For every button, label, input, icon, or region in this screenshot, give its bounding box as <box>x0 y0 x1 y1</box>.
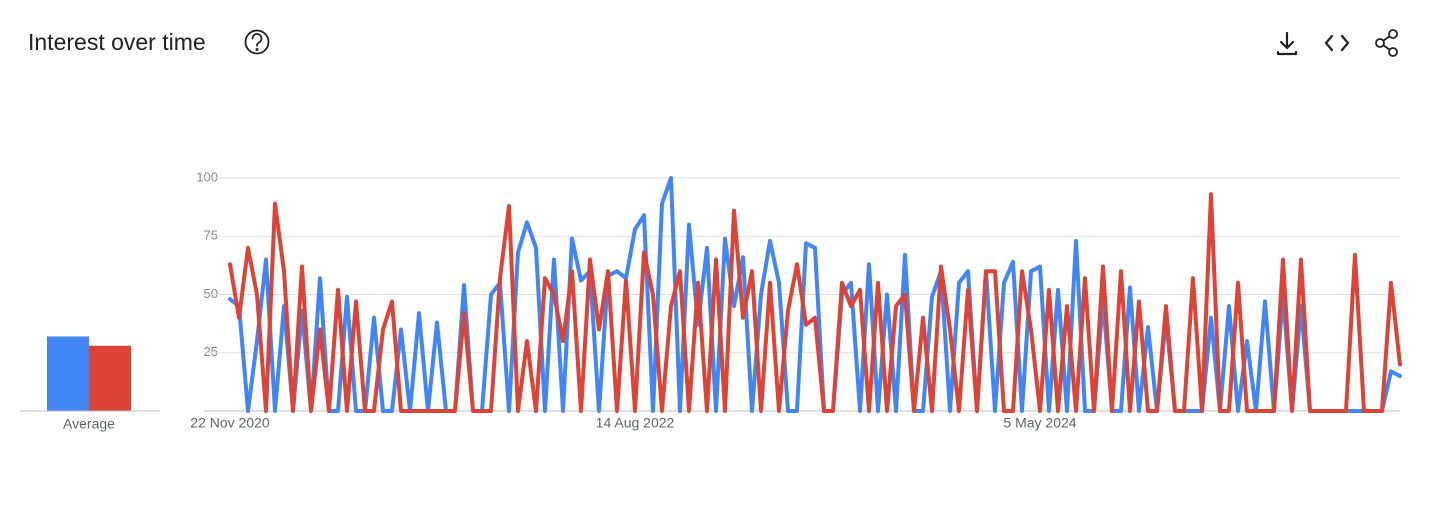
y-tick-label: 75 <box>204 228 218 243</box>
y-tick-label: 50 <box>204 286 218 301</box>
average-label: Average <box>63 416 115 432</box>
average-bar <box>47 336 89 411</box>
share-button[interactable] <box>1375 29 1398 57</box>
x-tick-label: 14 Aug 2022 <box>596 415 675 431</box>
average-bar <box>89 345 131 411</box>
x-tick-label: 5 May 2024 <box>1003 415 1076 431</box>
y-tick-label: 25 <box>204 344 218 359</box>
embed-button[interactable] <box>1324 34 1350 52</box>
y-tick-label: 100 <box>196 169 218 184</box>
help-icon[interactable] <box>244 29 270 55</box>
download-button[interactable] <box>1276 31 1298 56</box>
chart-title: Interest over time <box>28 29 206 55</box>
series-line <box>228 192 1402 413</box>
x-tick-label: 22 Nov 2020 <box>190 415 270 431</box>
